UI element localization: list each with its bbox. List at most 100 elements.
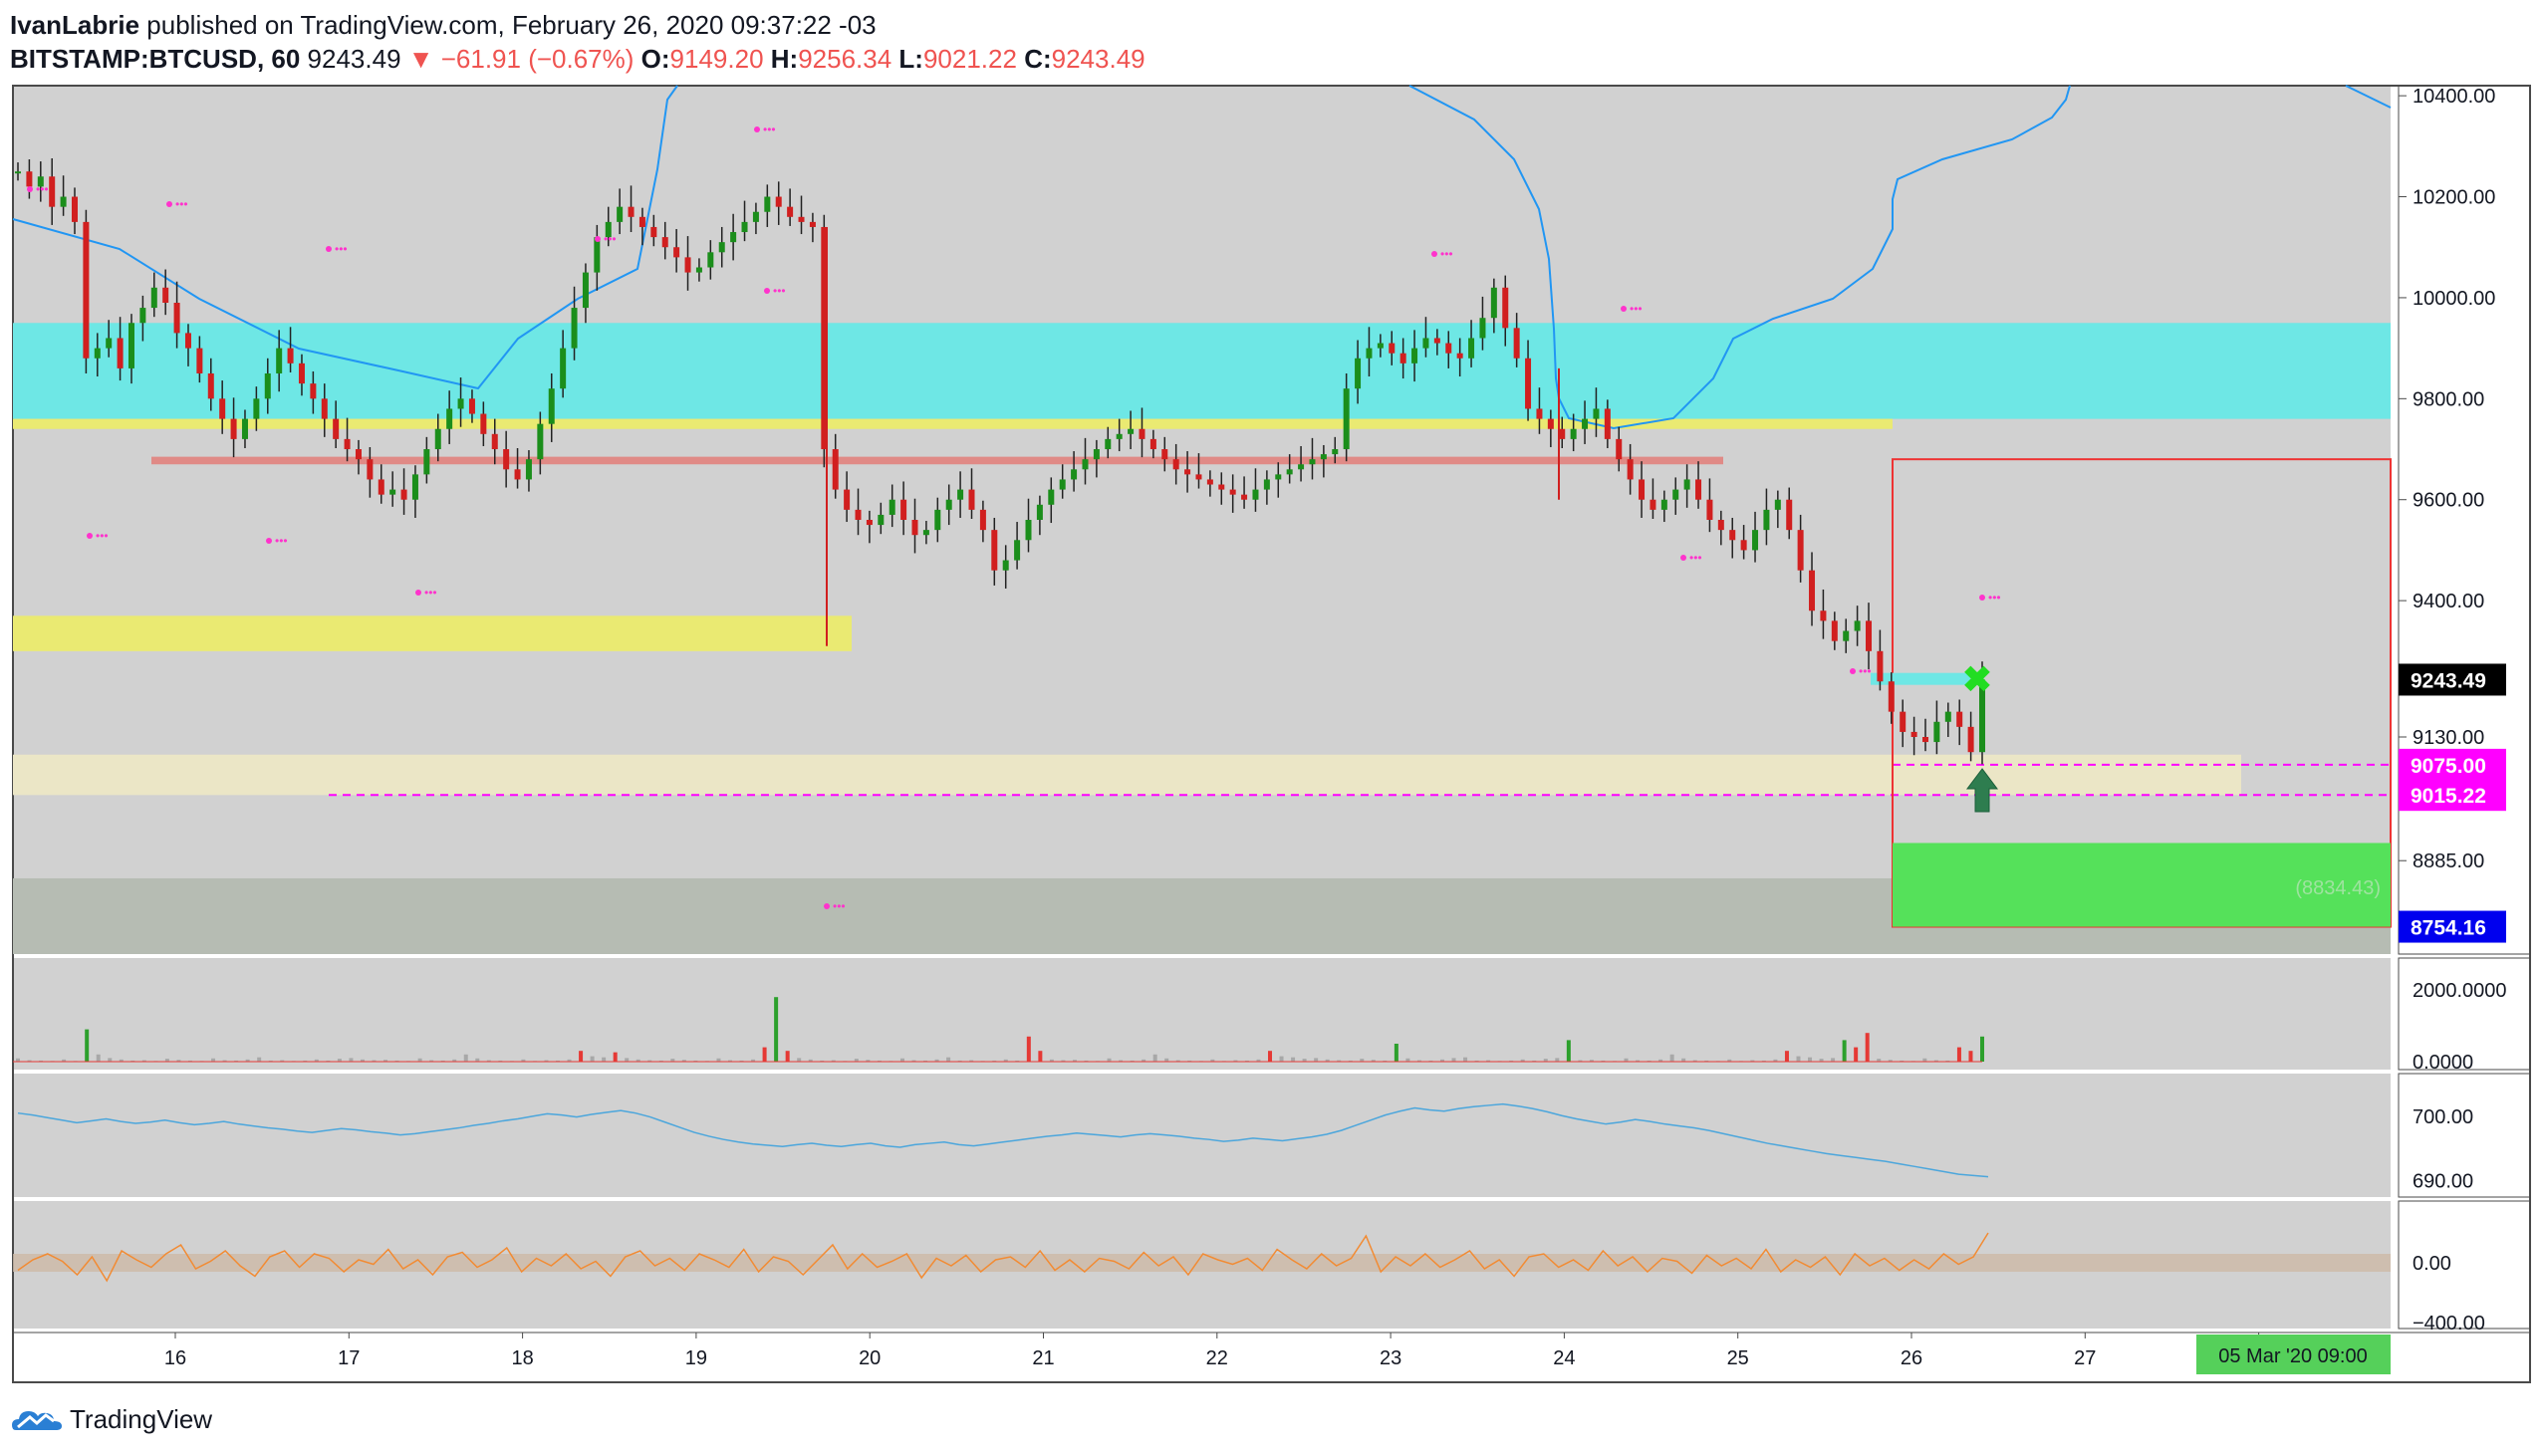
zone-cyan-resistance (13, 323, 2391, 419)
volume-bar (39, 1060, 44, 1062)
candle-body (650, 226, 657, 238)
tradingview-logo[interactable]: TradingView (10, 1399, 212, 1439)
candle-body (400, 489, 407, 500)
signal-dots-icon: ••• (1689, 551, 1702, 565)
candle-body (1786, 499, 1793, 531)
volume-bar (16, 1058, 20, 1062)
candle-body (798, 216, 805, 222)
oscillator-1-pane: 700.00 690.00 (17, 1102, 2473, 1193)
volume-bar (1704, 1060, 1709, 1062)
candle-body (1355, 358, 1362, 389)
candle-body (1683, 479, 1690, 490)
candle-body (1525, 358, 1532, 409)
candle-body (150, 287, 157, 309)
volume-bar (1119, 1060, 1124, 1062)
volume-bar (1463, 1057, 1468, 1062)
volume-bar (774, 997, 779, 1062)
candle-body (525, 459, 532, 480)
volume-bar (463, 1054, 468, 1062)
volume-bar (934, 1059, 939, 1062)
volume-bar (946, 1057, 951, 1062)
candle-body (1740, 540, 1747, 551)
volume-bar (1302, 1059, 1307, 1062)
signal-dots-icon: ••• (175, 197, 188, 211)
candle-body (230, 418, 237, 439)
time-tick-label: 17 (338, 1347, 360, 1369)
volume-bar (1727, 1059, 1732, 1062)
pane-bg-1 (13, 958, 2391, 1070)
volume-bar (1279, 1056, 1284, 1062)
candle-body (503, 449, 510, 470)
volume-bar (521, 1059, 526, 1062)
volume-bar (1061, 1060, 1066, 1062)
volume-bar (222, 1060, 227, 1062)
candle-body (889, 499, 895, 515)
signal-dot (754, 126, 760, 132)
volume-bar (96, 1054, 101, 1062)
volume-bar (969, 1060, 974, 1062)
candle-body (752, 211, 759, 222)
chart-header: IvanLabrie published on TradingView.com,… (10, 8, 1404, 76)
candle-body (446, 408, 453, 429)
candle-body (537, 423, 544, 460)
candle-body (1343, 388, 1350, 450)
oscillator-1-line (17, 1102, 1989, 1178)
candle-body (1820, 610, 1827, 621)
candle-body (1900, 711, 1906, 732)
volume-bar (751, 1059, 756, 1062)
candle-body (423, 449, 430, 475)
volume-bar (636, 1059, 640, 1062)
volume-bar (556, 1060, 561, 1062)
candle-body (1002, 560, 1009, 571)
candle-body (1298, 464, 1305, 470)
volume-bar (1233, 1060, 1238, 1062)
candle-body (1933, 721, 1940, 743)
candle-body (1275, 474, 1282, 480)
volume-bar (176, 1060, 181, 1062)
moving-average-line (12, 85, 2392, 430)
oscillator-1-tick-label: 690.00 (2413, 1171, 2473, 1193)
volume-bar (625, 1058, 630, 1062)
pane-bg-0 (13, 86, 2391, 954)
candle-body (434, 428, 441, 450)
ma-curve-left (12, 85, 678, 390)
price-scale-2 (2398, 1073, 2531, 1198)
candle-body (1252, 489, 1259, 500)
price-tick-label: 10000.00 (2413, 288, 2495, 310)
time-tick-label: 25 (1727, 1347, 1749, 1369)
volume-bar (141, 1060, 146, 1062)
volume-bar (647, 1060, 652, 1062)
candle-body (298, 363, 305, 384)
high-value: 9256.34 (798, 44, 892, 74)
candle-body (571, 308, 578, 349)
signal-dots-icon: ••• (604, 232, 617, 246)
candle-body (1490, 287, 1497, 319)
candle-body (1025, 520, 1032, 541)
volume-bar (1256, 1059, 1261, 1062)
volume-bar (1681, 1058, 1686, 1062)
candle-body (1172, 459, 1179, 470)
candle-body (1468, 338, 1475, 359)
author-name[interactable]: IvanLabrie (10, 10, 140, 40)
volume-bar (866, 1060, 871, 1062)
volume-bar (1509, 1060, 1514, 1062)
candle-body (60, 196, 67, 207)
volume-bar (1142, 1059, 1146, 1062)
volume-bar (911, 1060, 916, 1062)
chart-frame (12, 85, 2531, 1383)
signal-dot (1680, 555, 1686, 561)
candle-body (1389, 343, 1396, 354)
candle-body (491, 433, 498, 450)
volume-bar (1968, 1051, 1973, 1062)
volume-bar (1980, 1036, 1984, 1062)
candle-body (1660, 499, 1667, 510)
candle-body (1377, 343, 1384, 349)
symbol-name[interactable]: BITSTAMP:BTCUSD, 60 (10, 44, 301, 74)
volume-bar (1405, 1058, 1410, 1062)
candle-body (1320, 454, 1327, 460)
candle-body (1263, 479, 1270, 490)
candle-body (878, 514, 885, 526)
candle-body (333, 418, 340, 439)
candle-body (207, 372, 214, 399)
volume-bar (899, 1058, 904, 1062)
